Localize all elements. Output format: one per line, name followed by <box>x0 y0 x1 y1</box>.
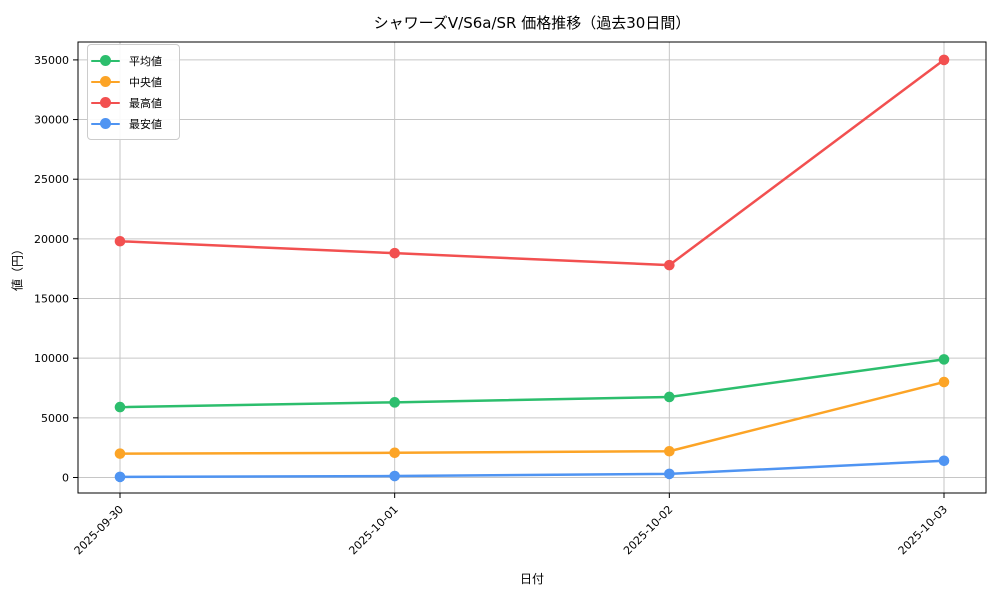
data-point-average-2 <box>664 391 675 403</box>
y-tick-label: 25000 <box>34 173 69 186</box>
x-tick-label: 2025-10-03 <box>896 503 950 557</box>
y-tick-label: 0 <box>62 471 69 484</box>
series-average-line <box>118 358 946 409</box>
data-point-highest-0 <box>114 235 126 247</box>
data-point-lowest-2 <box>664 468 675 480</box>
legend-marker-dot <box>100 55 111 66</box>
series-highest-line <box>118 58 946 267</box>
x-axis-label: 日付 <box>519 572 544 586</box>
legend: 平均値中央値最高値最安値 <box>87 44 180 140</box>
data-point-highest-2 <box>664 259 675 271</box>
x-tick-label: 2025-10-01 <box>346 503 400 557</box>
y-tick-label: 30000 <box>34 114 69 127</box>
plot-border <box>77 41 987 494</box>
data-point-lowest-1 <box>389 470 400 482</box>
data-point-highest-1 <box>389 247 400 259</box>
data-point-lowest-0 <box>114 471 126 483</box>
legend-marker-median-icon <box>91 76 120 87</box>
data-point-average-0 <box>114 401 126 413</box>
chart-title: シャワーズV/S6a/SR 価格推移（過去30日間） <box>373 14 691 32</box>
data-point-average-3 <box>938 354 950 365</box>
series-median-line <box>118 380 946 455</box>
legend-item-average: 平均値 <box>91 50 173 71</box>
legend-item-highest: 最高値 <box>91 92 173 113</box>
x-tick-label: 2025-09-30 <box>72 503 126 557</box>
data-point-median-0 <box>114 448 126 459</box>
y-tick-label: 20000 <box>34 233 69 246</box>
legend-label: 最高値 <box>129 96 162 110</box>
data-point-median-3 <box>938 376 950 388</box>
y-tick-label: 5000 <box>41 412 69 425</box>
legend-label: 中央値 <box>129 75 162 89</box>
legend-label: 平均値 <box>129 54 162 68</box>
legend-item-median: 中央値 <box>91 71 173 92</box>
y-tick-label: 10000 <box>34 352 69 365</box>
legend-label: 最安値 <box>129 117 162 131</box>
data-point-lowest-3 <box>938 455 950 467</box>
series-lowest-line <box>118 459 946 479</box>
legend-marker-dot <box>100 118 111 129</box>
data-point-median-1 <box>389 447 400 459</box>
legend-marker-dot <box>100 97 111 108</box>
y-tick-label: 15000 <box>34 293 69 306</box>
y-tick-label: 35000 <box>34 54 69 67</box>
legend-marker-lowest-icon <box>91 118 120 129</box>
legend-marker-dot <box>100 76 111 87</box>
x-tick-label: 2025-10-02 <box>621 503 675 557</box>
data-point-median-2 <box>664 445 675 457</box>
legend-marker-average-icon <box>91 55 120 66</box>
data-point-average-1 <box>389 397 400 408</box>
data-point-highest-3 <box>938 54 950 66</box>
legend-item-lowest: 最安値 <box>91 113 173 134</box>
legend-marker-highest-icon <box>91 97 120 108</box>
